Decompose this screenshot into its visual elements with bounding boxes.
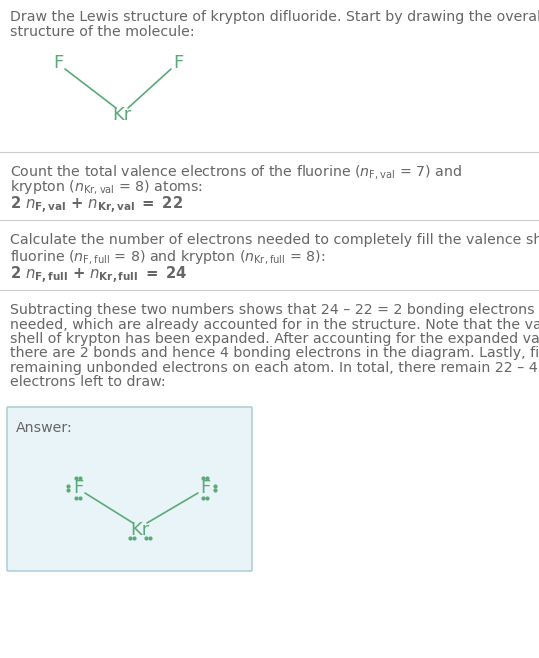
Text: Subtracting these two numbers shows that 24 – 22 = 2 bonding electrons are: Subtracting these two numbers shows that… (10, 303, 539, 317)
Text: Draw the Lewis structure of krypton difluoride. Start by drawing the overall: Draw the Lewis structure of krypton difl… (10, 10, 539, 24)
Text: fluorine ($n_{\mathregular{F,full}}$ = 8) and krypton ($n_{\mathregular{Kr,full}: fluorine ($n_{\mathregular{F,full}}$ = 8… (10, 247, 325, 265)
Text: F: F (200, 479, 210, 497)
Text: Count the total valence electrons of the fluorine ($n_{\mathregular{F,val}}$ = 7: Count the total valence electrons of the… (10, 163, 462, 181)
FancyBboxPatch shape (7, 407, 252, 571)
Text: there are 2 bonds and hence 4 bonding electrons in the diagram. Lastly, fill in : there are 2 bonds and hence 4 bonding el… (10, 347, 539, 361)
Text: $\mathbf{2}$ $\mathbf{\mathit{n}}_{\mathbf{F,val}}$ $\mathbf{+}$ $\mathbf{\mathi: $\mathbf{2}$ $\mathbf{\mathit{n}}_{\math… (10, 195, 183, 216)
Text: Calculate the number of electrons needed to completely fill the valence shells f: Calculate the number of electrons needed… (10, 233, 539, 247)
Text: krypton ($n_{\mathregular{Kr,val}}$ = 8) atoms:: krypton ($n_{\mathregular{Kr,val}}$ = 8)… (10, 178, 203, 195)
Text: F: F (73, 479, 83, 497)
Text: shell of krypton has been expanded. After accounting for the expanded valence,: shell of krypton has been expanded. Afte… (10, 332, 539, 346)
Text: F: F (173, 54, 183, 72)
Text: structure of the molecule:: structure of the molecule: (10, 24, 195, 39)
Text: Kr: Kr (112, 106, 132, 124)
Text: $\mathbf{2}$ $\mathbf{\mathit{n}}_{\mathbf{F,full}}$ $\mathbf{+}$ $\mathbf{\math: $\mathbf{2}$ $\mathbf{\mathit{n}}_{\math… (10, 265, 187, 286)
Text: electrons left to draw:: electrons left to draw: (10, 376, 165, 390)
Text: remaining unbonded electrons on each atom. In total, there remain 22 – 4 = 18: remaining unbonded electrons on each ato… (10, 361, 539, 375)
Text: F: F (53, 54, 63, 72)
Text: Answer:: Answer: (16, 421, 73, 435)
Text: needed, which are already accounted for in the structure. Note that the valence: needed, which are already accounted for … (10, 318, 539, 332)
Text: Kr: Kr (130, 521, 150, 539)
